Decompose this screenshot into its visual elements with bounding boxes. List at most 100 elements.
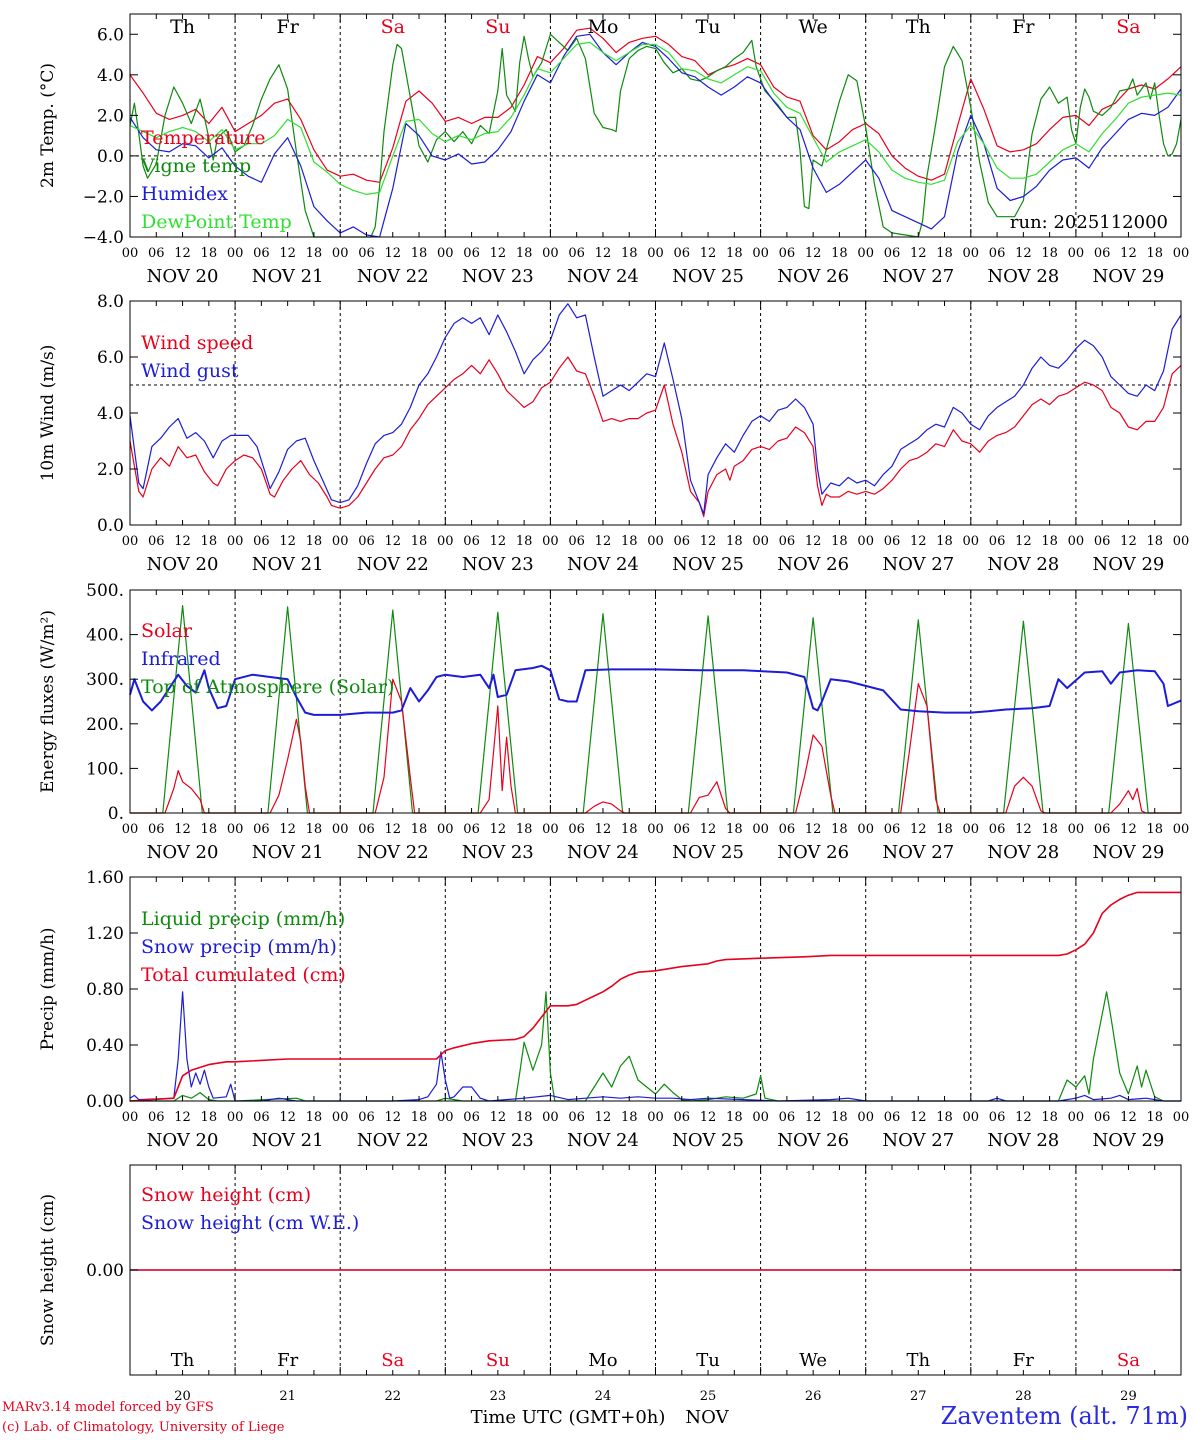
x-hour-label: 06 bbox=[358, 246, 375, 261]
x-hour-label: 00 bbox=[1173, 1110, 1190, 1125]
x-hour-label: 12 bbox=[700, 822, 717, 837]
y-axis-label: Energy fluxes (W/m²) bbox=[38, 610, 58, 793]
lab-credit: (c) Lab. of Climatology, University of L… bbox=[2, 1420, 285, 1435]
legend-item: Temperature bbox=[141, 127, 265, 149]
legend: Solar Infrared Top of Atmosphere (Solar) bbox=[141, 620, 394, 698]
run-label: run: 2025112000 bbox=[1010, 212, 1168, 233]
x-hour-label: 06 bbox=[253, 1110, 270, 1125]
x-hour-label: 18 bbox=[516, 246, 533, 261]
weekday-label: Fr bbox=[1012, 16, 1035, 38]
x-hour-label: 06 bbox=[463, 534, 480, 549]
series-group bbox=[129, 303, 1182, 518]
x-hour-label: 06 bbox=[884, 246, 901, 261]
y-axis-label: 10m Wind (m/s) bbox=[38, 345, 58, 482]
x-hour-label: 18 bbox=[201, 534, 218, 549]
x-hour-label: 18 bbox=[1041, 246, 1058, 261]
x-hour-label: 00 bbox=[752, 246, 769, 261]
x-day-label: NOV 20 bbox=[147, 842, 219, 863]
weekday-label: We bbox=[799, 16, 828, 38]
panel-wind: 0.0 2.0 4.0 6.0 8.0 10m Wind (m/s) 00 06 12 18 NOV… bbox=[38, 292, 1189, 575]
y-tick-label: 0.00 bbox=[86, 1261, 124, 1281]
x-hour-label: 12 bbox=[805, 246, 822, 261]
x-day-label: NOV 25 bbox=[672, 554, 744, 575]
x-hour-label: 18 bbox=[306, 1110, 323, 1125]
x-hour-label: 00 bbox=[647, 534, 664, 549]
x-hour-label: 18 bbox=[726, 534, 743, 549]
x-hour-label: 00 bbox=[122, 822, 139, 837]
x-hour-label: 18 bbox=[621, 1110, 638, 1125]
x-hour-label: 18 bbox=[621, 822, 638, 837]
x-day-label: NOV 22 bbox=[357, 842, 429, 863]
x-hour-label: 12 bbox=[174, 534, 191, 549]
x-hour-label: 06 bbox=[989, 534, 1006, 549]
x-hour-label: 12 bbox=[910, 1110, 927, 1125]
x-hour-label: 00 bbox=[332, 246, 349, 261]
weekday-label: Sa bbox=[381, 16, 405, 38]
weekday-label: Mo bbox=[588, 1350, 617, 1371]
legend-item: Total cumulated (cm) bbox=[141, 964, 346, 986]
x-hour-label: 12 bbox=[490, 1110, 507, 1125]
x-hour-label: 00 bbox=[752, 1110, 769, 1125]
x-hour-label: 00 bbox=[1068, 822, 1085, 837]
x-hour-label: 12 bbox=[1015, 534, 1032, 549]
series-line-humidex bbox=[129, 33, 1182, 238]
x-day-label: NOV 28 bbox=[987, 842, 1059, 863]
y-tick-label: 2.0 bbox=[97, 106, 124, 126]
x-hour-label: 12 bbox=[279, 1110, 296, 1125]
x-hour-label: 06 bbox=[779, 822, 796, 837]
x-hour-label: 00 bbox=[332, 1110, 349, 1125]
series-line-dewpoint-temp bbox=[129, 41, 1182, 195]
y-tick-label: 1.60 bbox=[86, 868, 124, 888]
x-hour-label: 06 bbox=[674, 1110, 691, 1125]
x-hour-label: 06 bbox=[148, 534, 165, 549]
x-day-label: NOV 23 bbox=[462, 266, 534, 287]
x-hour-label: 00 bbox=[227, 822, 244, 837]
x-day-label: NOV 22 bbox=[357, 266, 429, 287]
x-hour-label: 12 bbox=[805, 534, 822, 549]
x-hour-label: 12 bbox=[279, 822, 296, 837]
y-tick-label: 2.0 bbox=[97, 460, 124, 480]
x-hour-label: 00 bbox=[857, 534, 874, 549]
x-day-label: NOV 27 bbox=[882, 1130, 954, 1151]
series-line-wind-speed bbox=[129, 356, 1182, 518]
x-hour-label: 18 bbox=[516, 534, 533, 549]
x-hour-label: 06 bbox=[148, 822, 165, 837]
x-hour-label: 12 bbox=[595, 534, 612, 549]
legend: Liquid precip (mm/h) Snow precip (mm/h) To… bbox=[141, 908, 346, 986]
panel-energy: 0. 100. 200. 300. 400. 500. Energy fluxes (W/m… bbox=[38, 581, 1189, 863]
x-hour-label: 18 bbox=[621, 246, 638, 261]
x-hour-label: 12 bbox=[490, 246, 507, 261]
series-line-wind-gust bbox=[129, 303, 1182, 515]
legend-item: Humidex bbox=[141, 183, 228, 205]
x-hour-label: 18 bbox=[936, 534, 953, 549]
x-hour-label: 06 bbox=[779, 1110, 796, 1125]
x-hour-label: 18 bbox=[306, 246, 323, 261]
x-hour-label: 06 bbox=[674, 822, 691, 837]
day-number-label: 26 bbox=[805, 1389, 822, 1404]
x-day-label: NOV 24 bbox=[567, 554, 639, 575]
x-hour-label: 00 bbox=[752, 822, 769, 837]
legend-item: Vigne temp bbox=[140, 155, 251, 177]
x-hour-label: 00 bbox=[1068, 534, 1085, 549]
x-hour-label: 18 bbox=[411, 534, 428, 549]
x-hour-label: 12 bbox=[1120, 534, 1137, 549]
weekday-label: Tu bbox=[696, 1350, 720, 1371]
x-day-label: NOV 25 bbox=[672, 1130, 744, 1151]
x-hour-label: 00 bbox=[227, 534, 244, 549]
x-hour-label: 00 bbox=[227, 1110, 244, 1125]
x-hour-label: 12 bbox=[384, 1110, 401, 1125]
x-hour-label: 06 bbox=[989, 1110, 1006, 1125]
x-hour-label: 12 bbox=[805, 1110, 822, 1125]
x-hour-label: 06 bbox=[568, 246, 585, 261]
station-title: Zaventem (alt. 71m) bbox=[940, 1402, 1188, 1430]
x-hour-label: 18 bbox=[1146, 822, 1163, 837]
x-hour-label: 00 bbox=[542, 246, 559, 261]
x-hour-label: 00 bbox=[227, 246, 244, 261]
x-hour-label: 18 bbox=[411, 246, 428, 261]
y-tick-label: 0.40 bbox=[86, 1036, 124, 1056]
day-number-label: 22 bbox=[384, 1389, 401, 1404]
y-axis-label: 2m Temp. (°C) bbox=[38, 63, 58, 188]
legend-item: Liquid precip (mm/h) bbox=[141, 908, 345, 930]
x-hour-label: 18 bbox=[1041, 534, 1058, 549]
x-hour-label: 12 bbox=[1015, 246, 1032, 261]
